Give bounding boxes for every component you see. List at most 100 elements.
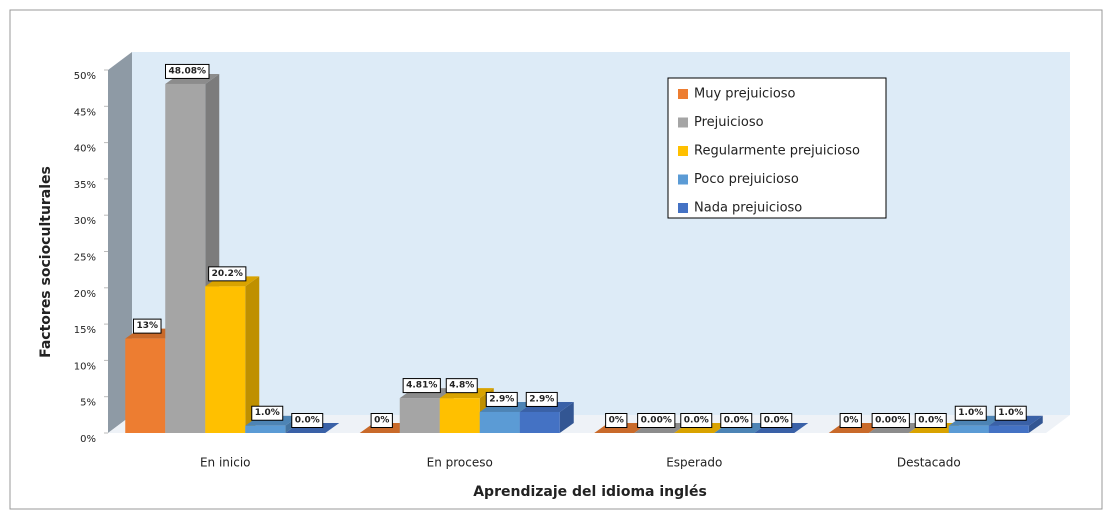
value-label-box — [637, 413, 676, 428]
bar-side — [559, 401, 574, 433]
value-label-group: 0% — [370, 413, 393, 428]
legend-box — [667, 77, 887, 219]
value-label-box — [485, 391, 518, 407]
value-label: 20.2% — [212, 269, 243, 279]
value-label-box — [680, 413, 713, 428]
value-label-box — [132, 318, 162, 334]
value-label: 0.0% — [724, 416, 749, 426]
x-tick-label: En proceso — [427, 456, 493, 470]
value-label: 0.00% — [875, 416, 906, 426]
value-label: 1.0% — [958, 408, 983, 418]
x-tick-label: Destacado — [897, 456, 961, 470]
value-label-group: 13% — [132, 318, 162, 334]
value-label-box — [165, 63, 210, 79]
y-tick-label: 45% — [74, 107, 96, 118]
y-tick-label: 50% — [74, 71, 96, 82]
value-label-box — [720, 413, 753, 428]
y-tick-label: 0% — [80, 434, 96, 445]
value-label: 0.00% — [641, 416, 672, 426]
value-label: 0.0% — [764, 416, 789, 426]
value-label: 1.0% — [255, 408, 280, 418]
value-label-box — [525, 391, 558, 407]
value-label: 0% — [374, 416, 389, 426]
legend-swatch — [678, 117, 688, 128]
value-label: 1.0% — [998, 408, 1023, 418]
value-label-box — [839, 413, 862, 428]
value-label: 0.0% — [295, 416, 320, 426]
bar — [399, 398, 440, 433]
value-label-group: 0.0% — [760, 413, 793, 428]
side-wall — [108, 52, 132, 433]
bar — [165, 83, 206, 433]
value-label-group: 0.0% — [680, 413, 713, 428]
bar — [519, 411, 560, 433]
x-axis-title: Aprendizaje del idioma inglés — [473, 484, 707, 500]
value-label-group: 1.0% — [954, 405, 987, 421]
value-label-group: 1.0% — [251, 405, 284, 421]
bar — [205, 286, 246, 433]
value-label-box — [251, 405, 284, 421]
value-label-group: 1.0% — [994, 405, 1027, 421]
value-label-box — [994, 405, 1027, 421]
value-label: 2.9% — [489, 394, 514, 404]
value-label-group: 0% — [839, 413, 862, 428]
value-label-group: 0% — [605, 413, 628, 428]
value-label-group: 0.0% — [291, 413, 324, 428]
bar — [988, 425, 1029, 433]
value-label-group: 2.9% — [485, 391, 518, 407]
value-label: 4.8% — [449, 381, 474, 391]
y-tick-label: 30% — [74, 216, 96, 227]
value-label-group: 48.08% — [165, 63, 210, 79]
bar-side — [1028, 415, 1043, 433]
legend-swatch — [678, 174, 688, 185]
value-label-box — [914, 413, 947, 428]
value-label-box — [208, 266, 247, 282]
y-tick-label: 40% — [74, 144, 96, 155]
value-label-group: 0.0% — [914, 413, 947, 428]
y-tick-label: 25% — [74, 253, 96, 264]
value-label-group: 4.8% — [445, 378, 478, 394]
y-tick-label: 20% — [74, 289, 96, 300]
value-label: 2.9% — [529, 394, 554, 404]
value-label: 0% — [843, 416, 858, 426]
x-tick-label: En inicio — [200, 456, 251, 470]
value-label-box — [871, 413, 910, 428]
legend-label: Muy prejuicioso — [694, 87, 796, 102]
legend-swatch — [678, 203, 688, 213]
y-tick-label: 10% — [74, 361, 96, 372]
y-axis-title: Factores socioculturales — [38, 166, 54, 358]
bar — [439, 398, 480, 433]
value-label-box — [605, 413, 628, 428]
bar — [948, 425, 989, 433]
frame — [9, 9, 1103, 510]
value-label: 0% — [609, 416, 624, 426]
value-label: 0.0% — [918, 416, 943, 426]
floor — [108, 415, 1070, 433]
y-tick-label: 15% — [74, 325, 96, 336]
legend-label: Regularmente prejuicioso — [694, 144, 860, 159]
value-label-box — [402, 378, 441, 394]
bar — [245, 425, 286, 433]
legend-swatch — [678, 89, 688, 99]
x-tick-label: Esperado — [666, 456, 722, 470]
legend-swatch — [678, 146, 688, 156]
value-label-box — [445, 378, 478, 394]
value-label-box — [760, 413, 793, 428]
value-label-group: 0.00% — [871, 413, 910, 428]
y-tick-label: 5% — [80, 398, 96, 409]
value-label: 0.0% — [684, 416, 709, 426]
value-label-group: 0.0% — [720, 413, 753, 428]
value-label-group: 0.00% — [637, 413, 676, 428]
value-label: 4.81% — [406, 381, 437, 391]
value-label-group: 4.81% — [402, 378, 441, 394]
value-label-box — [291, 413, 324, 428]
value-label-box — [954, 405, 987, 421]
value-label: 13% — [136, 321, 158, 331]
bar — [125, 338, 166, 433]
value-label-group: 2.9% — [525, 391, 558, 407]
y-tick-label: 35% — [74, 180, 96, 191]
bar — [479, 411, 520, 433]
bar-side — [245, 276, 260, 433]
legend-label: Nada prejuicioso — [694, 201, 802, 216]
